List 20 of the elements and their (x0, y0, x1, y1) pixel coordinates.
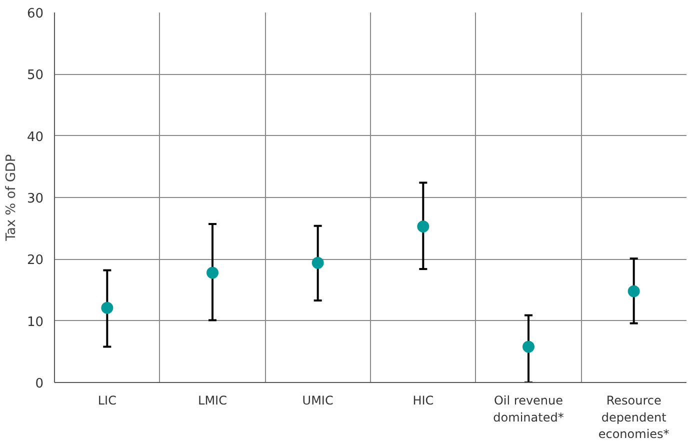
y-tick-label: 40 (26, 130, 44, 145)
x-tick-label: Resource dependent economies* (598, 394, 670, 442)
y-tick-label: 0 (35, 376, 44, 392)
x-tick-label: LIC (98, 394, 116, 408)
point (522, 340, 534, 353)
y-axis-title: Tax % of GDP (4, 154, 19, 242)
x-tick-label: HIC (412, 394, 434, 408)
y-tick-label: 60 (26, 6, 44, 22)
point (206, 266, 218, 279)
x-tick-label: UMIC (302, 394, 334, 408)
y-tick-label: 30 (26, 192, 44, 206)
y-tick-label: 10 (26, 314, 44, 330)
x-tick-label: LMIC (198, 394, 227, 408)
point (101, 302, 114, 314)
point (628, 285, 640, 298)
y-tick-label: 20 (26, 253, 44, 268)
point (312, 256, 324, 269)
point (417, 220, 430, 232)
y-tick-label: 50 (26, 68, 44, 84)
x-tick-label: Oil revenue dominated* (493, 394, 564, 424)
